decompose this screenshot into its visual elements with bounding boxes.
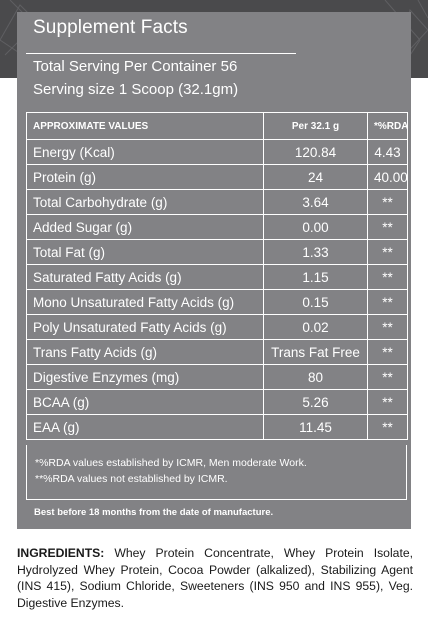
- nutrient-amount: 11.45: [263, 414, 368, 440]
- nutrient-name: BCAA (g): [26, 389, 264, 415]
- rda-footnotes: *%RDA values established by ICMR, Men mo…: [26, 445, 407, 500]
- ingredients-text: Whey Protein Concentrate, Whey Protein I…: [17, 546, 413, 610]
- table-row: Total Carbohydrate (g) 3.64 **: [26, 189, 408, 215]
- table-row: Trans Fatty Acids (g) Trans Fat Free **: [26, 339, 408, 365]
- header-nutrient: APPROXIMATE VALUES: [26, 112, 264, 140]
- nutrient-rda: **: [367, 289, 408, 315]
- table-row: Added Sugar (g) 0.00 **: [26, 214, 408, 240]
- nutrient-amount: 120.84: [263, 139, 368, 165]
- nutrition-table: APPROXIMATE VALUES Per 32.1 g *%RDA Ener…: [26, 112, 408, 440]
- nutrient-rda: **: [367, 264, 408, 290]
- nutrient-name: Total Carbohydrate (g): [26, 189, 264, 215]
- table-row: Protein (g) 24 40.00: [26, 164, 408, 190]
- nutrient-amount: Trans Fat Free: [263, 339, 368, 365]
- nutrient-amount: 1.33: [263, 239, 368, 265]
- nutrient-name: Protein (g): [26, 164, 264, 190]
- panel-title: Supplement Facts: [33, 17, 188, 38]
- table-row: Total Fat (g) 1.33 **: [26, 239, 408, 265]
- nutrient-amount: 0.02: [263, 314, 368, 340]
- ingredients-statement: INGREDIENTS: Whey Protein Concentrate, W…: [17, 545, 413, 611]
- header-amount: Per 32.1 g: [263, 112, 368, 140]
- serving-per-container: Total Serving Per Container 56: [33, 58, 238, 75]
- table-row: Energy (Kcal) 120.84 4.43: [26, 139, 408, 165]
- nutrient-name: Energy (Kcal): [26, 139, 264, 165]
- ingredients-label: INGREDIENTS:: [17, 546, 105, 560]
- header-rda: *%RDA: [367, 112, 408, 140]
- nutrient-amount: 5.26: [263, 389, 368, 415]
- nutrient-name: Total Fat (g): [26, 239, 264, 265]
- nutrient-rda: **: [367, 314, 408, 340]
- table-row: Mono Unsaturated Fatty Acids (g) 0.15 **: [26, 289, 408, 315]
- nutrient-name: Digestive Enzymes (mg): [26, 364, 264, 390]
- table-row: BCAA (g) 5.26 **: [26, 389, 408, 415]
- nutrient-name: EAA (g): [26, 414, 264, 440]
- rda-not-established-note: **%RDA values not established by ICMR.: [35, 473, 228, 485]
- table-header-row: APPROXIMATE VALUES Per 32.1 g *%RDA: [26, 112, 408, 140]
- nutrient-amount: 0.00: [263, 214, 368, 240]
- serving-size: Serving size 1 Scoop (32.1gm): [33, 81, 239, 98]
- nutrient-rda: **: [367, 214, 408, 240]
- table-row: Digestive Enzymes (mg) 80 **: [26, 364, 408, 390]
- nutrient-amount: 0.15: [263, 289, 368, 315]
- nutrient-amount: 3.64: [263, 189, 368, 215]
- table-row: Saturated Fatty Acids (g) 1.15 **: [26, 264, 408, 290]
- nutrient-rda: 40.00: [367, 164, 408, 190]
- nutrient-rda: **: [367, 239, 408, 265]
- nutrient-amount: 1.15: [263, 264, 368, 290]
- nutrient-name: Saturated Fatty Acids (g): [26, 264, 264, 290]
- nutrient-rda: **: [367, 414, 408, 440]
- nutrient-amount: 80: [263, 364, 368, 390]
- nutrient-rda: **: [367, 364, 408, 390]
- table-row: Poly Unsaturated Fatty Acids (g) 0.02 **: [26, 314, 408, 340]
- best-before-note: Best before 18 months from the date of m…: [34, 507, 274, 518]
- nutrient-name: Trans Fatty Acids (g): [26, 339, 264, 365]
- table-row: EAA (g) 11.45 **: [26, 414, 408, 440]
- rda-note: *%RDA values established by ICMR, Men mo…: [35, 457, 307, 469]
- nutrient-amount: 24: [263, 164, 368, 190]
- nutrient-name: Poly Unsaturated Fatty Acids (g): [26, 314, 264, 340]
- nutrient-rda: **: [367, 389, 408, 415]
- nutrient-rda: 4.43: [367, 139, 408, 165]
- nutrient-rda: **: [367, 189, 408, 215]
- nutrient-rda: **: [367, 339, 408, 365]
- nutrient-name: Added Sugar (g): [26, 214, 264, 240]
- title-divider: [26, 53, 296, 54]
- supplement-facts-panel: Supplement Facts Total Serving Per Conta…: [17, 12, 411, 529]
- nutrient-name: Mono Unsaturated Fatty Acids (g): [26, 289, 264, 315]
